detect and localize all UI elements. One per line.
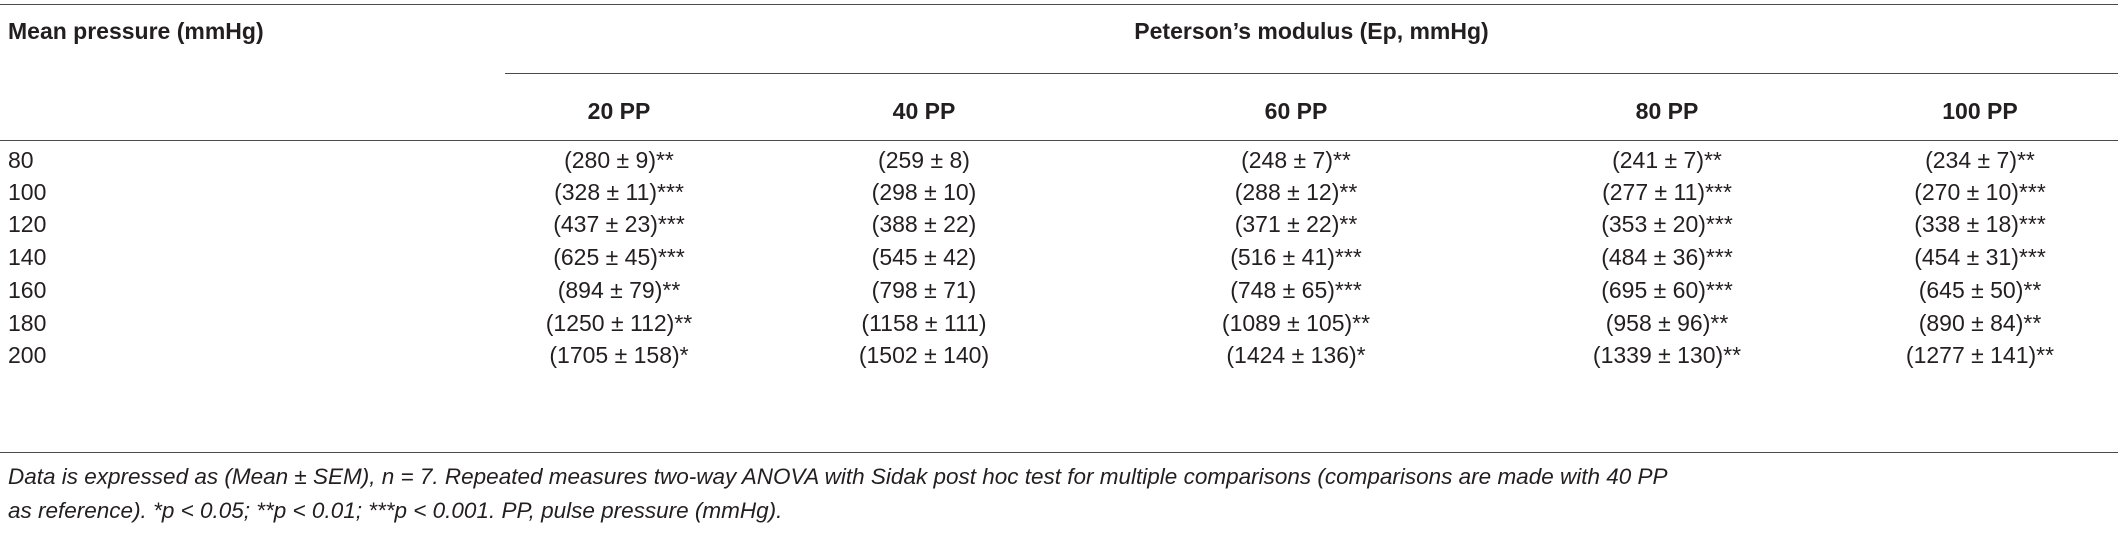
modulus-cell: (1089 ± 105)** — [1221, 310, 1371, 336]
modulus-cell: (437 ± 23)*** — [553, 211, 685, 237]
modulus-cell: (371 ± 22)** — [1234, 211, 1358, 237]
table-row: 200 (1705 ± 158)* (1502 ± 140) (1424 ± 136)… — [0, 342, 2118, 376]
row-header: Mean pressure (mmHg) — [8, 18, 264, 44]
table-row: 80 (280 ± 9)** (259 ± 8) (248 ± 7)** (241 ± … — [0, 147, 2118, 181]
group-header: Peterson’s modulus (Ep, mmHg) — [1134, 18, 1489, 44]
modulus-cell: (277 ± 11)*** — [1602, 179, 1732, 205]
modulus-cell: (1277 ± 141)** — [1905, 342, 2055, 368]
modulus-cell: (516 ± 41)*** — [1230, 244, 1362, 270]
column-header-20pp: 20 PP — [587, 98, 651, 124]
modulus-cell: (1424 ± 136)* — [1226, 342, 1366, 368]
top-rule — [0, 4, 2118, 5]
table-row: 140 (625 ± 45)*** (545 ± 42) (516 ± 41)*** (… — [0, 244, 2118, 278]
table-row: 100 (328 ± 11)*** (298 ± 10) (288 ± 12)** (2… — [0, 179, 2118, 213]
table-row: 180 (1250 ± 112)** (1158 ± 111) (1089 ± 105… — [0, 310, 2118, 344]
modulus-cell: (241 ± 7)** — [1612, 147, 1722, 173]
header-rule — [0, 140, 2118, 141]
mean-pressure-cell: 140 — [8, 244, 47, 270]
modulus-cell: (1502 ± 140) — [858, 342, 990, 368]
mean-pressure-cell: 100 — [8, 179, 47, 205]
modulus-cell: (280 ± 9)** — [564, 147, 674, 173]
column-header-60pp: 60 PP — [1264, 98, 1328, 124]
modulus-cell: (288 ± 12)** — [1234, 179, 1358, 205]
mean-pressure-cell: 160 — [8, 277, 47, 303]
table-row: 160 (894 ± 79)** (798 ± 71) (748 ± 65)*** (6… — [0, 277, 2118, 311]
mean-pressure-cell: 80 — [8, 147, 34, 173]
footnote-line-1: Data is expressed as (Mean ± SEM), n = 7… — [8, 464, 1668, 489]
modulus-cell: (353 ± 20)*** — [1601, 211, 1733, 237]
modulus-cell: (259 ± 8) — [878, 147, 970, 173]
group-underline — [505, 73, 2118, 74]
modulus-cell: (958 ± 96)** — [1605, 310, 1729, 336]
modulus-cell: (328 ± 11)*** — [554, 179, 684, 205]
modulus-cell: (645 ± 50)** — [1918, 277, 2042, 303]
footnote-line-2: as reference). *p < 0.05; **p < 0.01; **… — [8, 498, 783, 523]
modulus-cell: (695 ± 60)*** — [1601, 277, 1733, 303]
mean-pressure-cell: 200 — [8, 342, 47, 368]
mean-pressure-cell: 180 — [8, 310, 47, 336]
modulus-cell: (894 ± 79)** — [557, 277, 681, 303]
modulus-cell: (248 ± 7)** — [1241, 147, 1351, 173]
table-footnote: Data is expressed as (Mean ± SEM), n = 7… — [8, 460, 2098, 528]
modulus-cell: (1705 ± 158)* — [549, 342, 689, 368]
mean-pressure-cell: 120 — [8, 211, 47, 237]
modulus-cell: (1339 ± 130)** — [1592, 342, 1742, 368]
modulus-cell: (1250 ± 112)** — [545, 310, 693, 336]
modulus-cell: (454 ± 31)*** — [1914, 244, 2046, 270]
modulus-cell: (484 ± 36)*** — [1601, 244, 1733, 270]
modulus-cell: (545 ± 42) — [871, 244, 977, 270]
column-header-80pp: 80 PP — [1635, 98, 1699, 124]
modulus-cell: (748 ± 65)*** — [1230, 277, 1362, 303]
modulus-cell: (625 ± 45)*** — [553, 244, 685, 270]
modulus-cell: (890 ± 84)** — [1918, 310, 2042, 336]
table-row: 120 (437 ± 23)*** (388 ± 22) (371 ± 22)** (3… — [0, 211, 2118, 245]
column-header-100pp: 100 PP — [1942, 98, 2018, 124]
modulus-cell: (1158 ± 111) — [861, 310, 987, 336]
modulus-cell: (298 ± 10) — [871, 179, 977, 205]
column-header-40pp: 40 PP — [892, 98, 956, 124]
modulus-cell: (388 ± 22) — [871, 211, 977, 237]
modulus-cell: (338 ± 18)*** — [1914, 211, 2046, 237]
modulus-cell: (270 ± 10)*** — [1914, 179, 2046, 205]
bottom-rule — [0, 452, 2118, 453]
modulus-cell: (234 ± 7)** — [1925, 147, 2035, 173]
modulus-cell: (798 ± 71) — [871, 277, 977, 303]
